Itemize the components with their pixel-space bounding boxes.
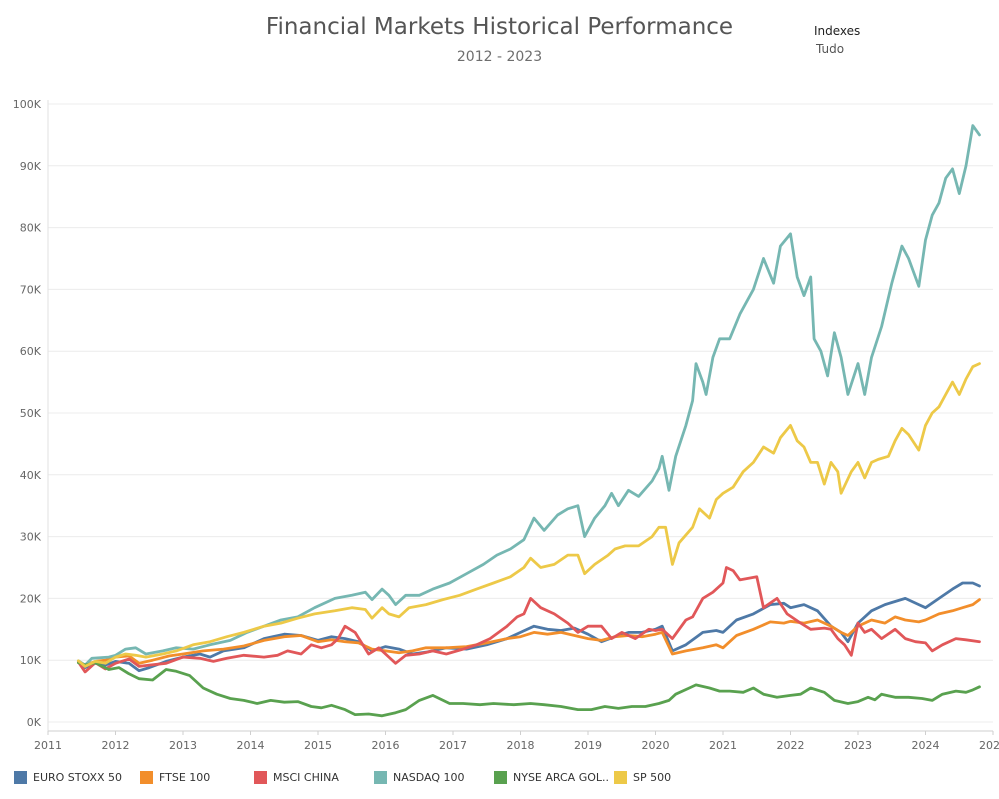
x-tick-label: 2023: [844, 739, 872, 752]
legend-swatch: [14, 771, 27, 784]
series-line[interactable]: [77, 581, 981, 673]
legend-swatch: [494, 771, 507, 784]
x-tick-label: 2016: [372, 739, 400, 752]
y-tick-label: 50K: [20, 407, 42, 420]
chart-title: Financial Markets Historical Performance: [265, 14, 734, 40]
y-tick-label: 0K: [27, 716, 42, 729]
legend-label: NYSE ARCA GOL..: [513, 771, 610, 784]
x-tick-label: 2014: [237, 739, 265, 752]
y-tick-label: 60K: [20, 345, 42, 358]
legend-swatch: [614, 771, 627, 784]
x-tick-label: 2019: [574, 739, 602, 752]
y-tick-label: 70K: [20, 283, 42, 296]
filter-value[interactable]: Tudo: [816, 42, 845, 56]
y-tick-label: 100K: [13, 98, 42, 111]
series-line[interactable]: [77, 566, 981, 674]
y-tick-label: 30K: [20, 531, 42, 544]
legend-label: MSCI CHINA: [273, 771, 339, 784]
series-lines: [77, 124, 981, 718]
series-line[interactable]: [77, 124, 981, 667]
filter-label: Indexes: [814, 24, 861, 38]
legend-label: FTSE 100: [159, 771, 211, 784]
legend-item[interactable]: NASDAQ 100: [374, 771, 465, 784]
x-tick-label: 2021: [709, 739, 737, 752]
x-tick-label: 2013: [169, 739, 197, 752]
series-line[interactable]: [77, 661, 981, 718]
legend-item[interactable]: SP 500: [614, 771, 671, 784]
legend-swatch: [374, 771, 387, 784]
y-tick-label: 90K: [20, 160, 42, 173]
legend-label: EURO STOXX 50: [33, 771, 123, 784]
legend-item[interactable]: EURO STOXX 50: [14, 771, 122, 784]
x-tick-label: 2012: [102, 739, 130, 752]
x-tick-label: 2020: [642, 739, 670, 752]
y-tick-label: 10K: [20, 654, 42, 667]
x-tick-label: 2011: [34, 739, 62, 752]
legend-swatch: [254, 771, 267, 784]
gridlines: [48, 103, 993, 723]
x-tick-label: 2015: [304, 739, 332, 752]
index-filter[interactable]: Indexes Tudo: [814, 24, 860, 56]
legend-item[interactable]: MSCI CHINA: [254, 771, 339, 784]
x-tick-label: 2022: [777, 739, 805, 752]
x-tick-label: 2017: [439, 739, 467, 752]
x-tick-label: 2025: [979, 739, 999, 752]
y-tick-label: 20K: [20, 592, 42, 605]
axes: 0K 10K 20K 30K 40K 50K 60K 70K 80K 90K 100K 2011 201…: [13, 98, 999, 752]
y-tick-label: 80K: [20, 222, 42, 235]
chart-subtitle: 2012 - 2023: [456, 49, 543, 65]
legend-label: NASDAQ 100: [393, 771, 465, 784]
x-tick-label: 2018: [507, 739, 535, 752]
legend-item[interactable]: FTSE 100: [140, 771, 210, 784]
legend: EURO STOXX 50 FTSE 100 MSCI CHINA NASDAQ 10…: [14, 771, 994, 787]
x-tick-label: 2024: [912, 739, 940, 752]
legend-item[interactable]: NYSE ARCA GOL..: [494, 771, 609, 784]
line-chart: 0K 10K 20K 30K 40K 50K 60K 70K 80K 90K 100K 2011 201…: [13, 98, 999, 752]
legend-swatch: [140, 771, 153, 784]
legend-label: SP 500: [633, 771, 672, 784]
series-line[interactable]: [77, 362, 981, 668]
y-tick-label: 40K: [20, 469, 42, 482]
